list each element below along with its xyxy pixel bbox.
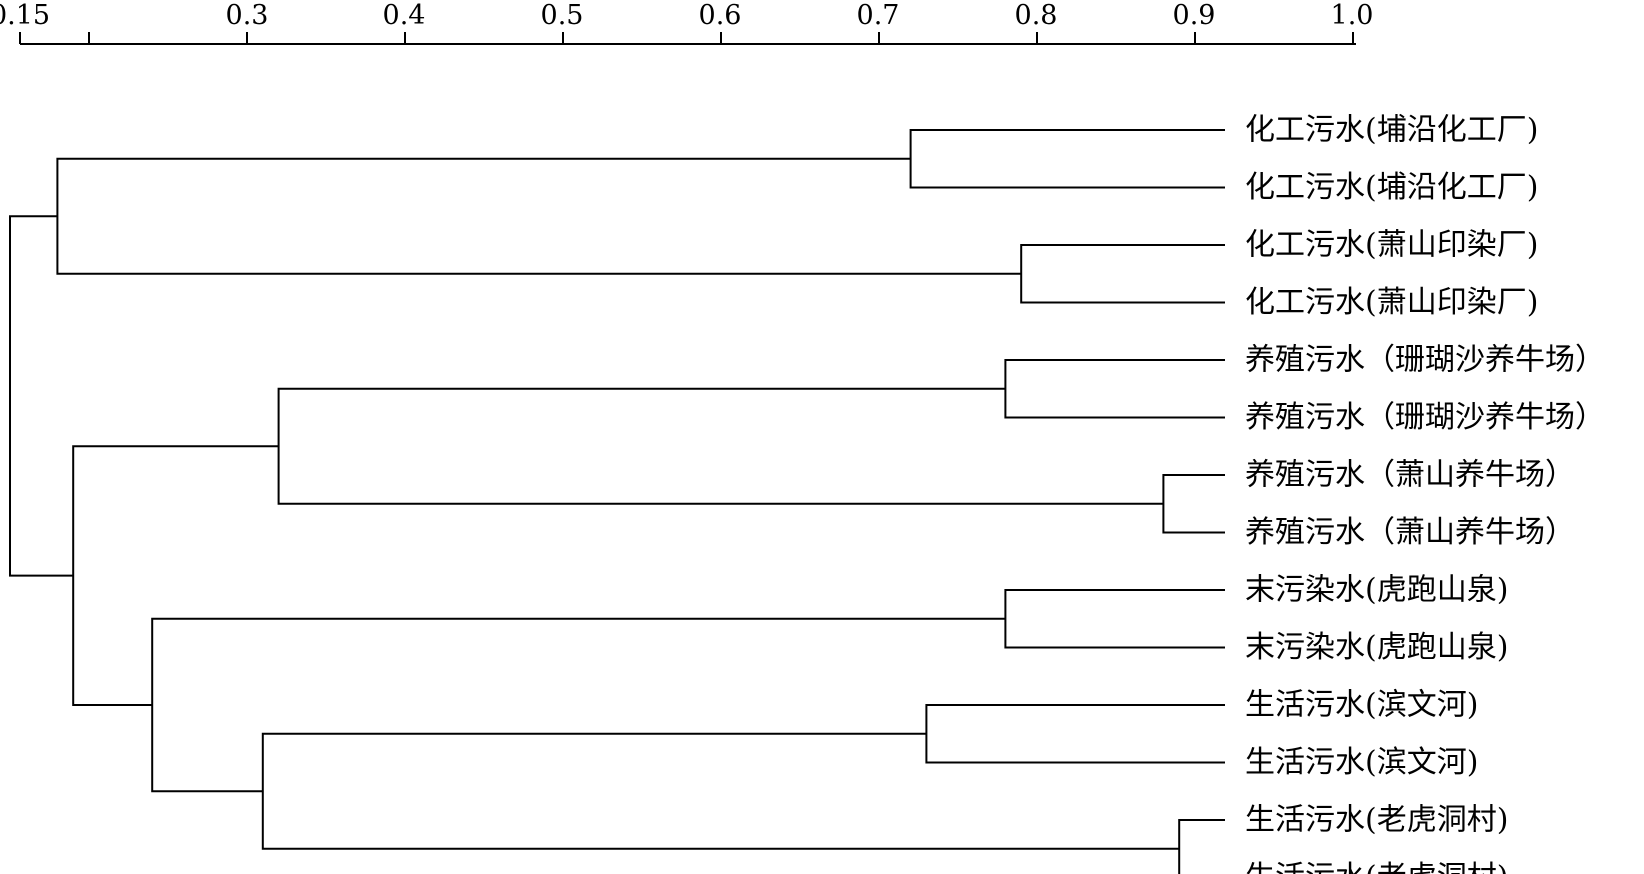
leaf-label: 末污染水(虎跑山泉) [1245, 573, 1508, 608]
leaf-label: 化工污水(萧山印染厂) [1245, 228, 1538, 263]
leaf-label: 养殖污水（萧山养牛场） [1245, 458, 1575, 493]
axis-tick-label: 0.7 [857, 0, 900, 31]
merge-bracket [1004, 359, 1225, 419]
merge-bracket [72, 445, 279, 706]
leaf-labels: 化工污水(埔沿化工厂) 化工污水(埔沿化工厂) 化工污水(萧山印染厂) 化工污水(萧山… [1245, 113, 1605, 874]
axis-tick-label: 0.4 [383, 0, 426, 31]
leaf-label: 化工污水(萧山印染厂) [1245, 285, 1538, 320]
leaf-label: 养殖污水（珊瑚沙养牛场） [1245, 400, 1605, 435]
merge-bracket [1178, 819, 1225, 874]
merge-bracket [925, 704, 1225, 764]
merge-bracket [1020, 244, 1225, 304]
merge-bracket [151, 617, 1006, 793]
axis-tick-label: 1.0 [1331, 0, 1374, 31]
merge-bracket [1162, 474, 1225, 534]
axis-tick-label: 0.6 [699, 0, 742, 31]
merge-bracket [9, 215, 74, 577]
leaf-label: 养殖污水（珊瑚沙养牛场） [1245, 343, 1605, 378]
leaf-label: 生活污水(滨文河) [1245, 688, 1478, 723]
dendrogram-tree [9, 129, 1225, 874]
merge-bracket [909, 129, 1225, 189]
leaf-label: 末污染水(虎跑山泉) [1245, 630, 1508, 665]
leaf-label: 生活污水(老虎洞村) [1245, 860, 1508, 874]
axis-tick-label: 0.8 [1015, 0, 1058, 31]
leaf-label: 化工污水(埔沿化工厂) [1245, 170, 1538, 205]
leaf-label: 生活污水(老虎洞村) [1245, 803, 1508, 838]
axis-tick-label: 0.9 [1173, 0, 1216, 31]
axis-tick-label: 0.3 [226, 0, 269, 31]
axis-tick-label: 0.15 [0, 0, 50, 31]
merge-bracket [56, 157, 1022, 275]
merge-bracket [1004, 589, 1225, 649]
axis-tick-label: 0.5 [541, 0, 584, 31]
leaf-label: 化工污水(埔沿化工厂) [1245, 113, 1538, 148]
leaf-label: 生活污水(滨文河) [1245, 745, 1478, 780]
merge-bracket [277, 387, 1164, 505]
similarity-axis: 0.15 0.3 0.4 0.5 0.6 0.7 0.8 0.9 1.0 [0, 0, 1374, 45]
leaf-label: 养殖污水（萧山养牛场） [1245, 515, 1575, 550]
merge-bracket [261, 732, 1180, 850]
